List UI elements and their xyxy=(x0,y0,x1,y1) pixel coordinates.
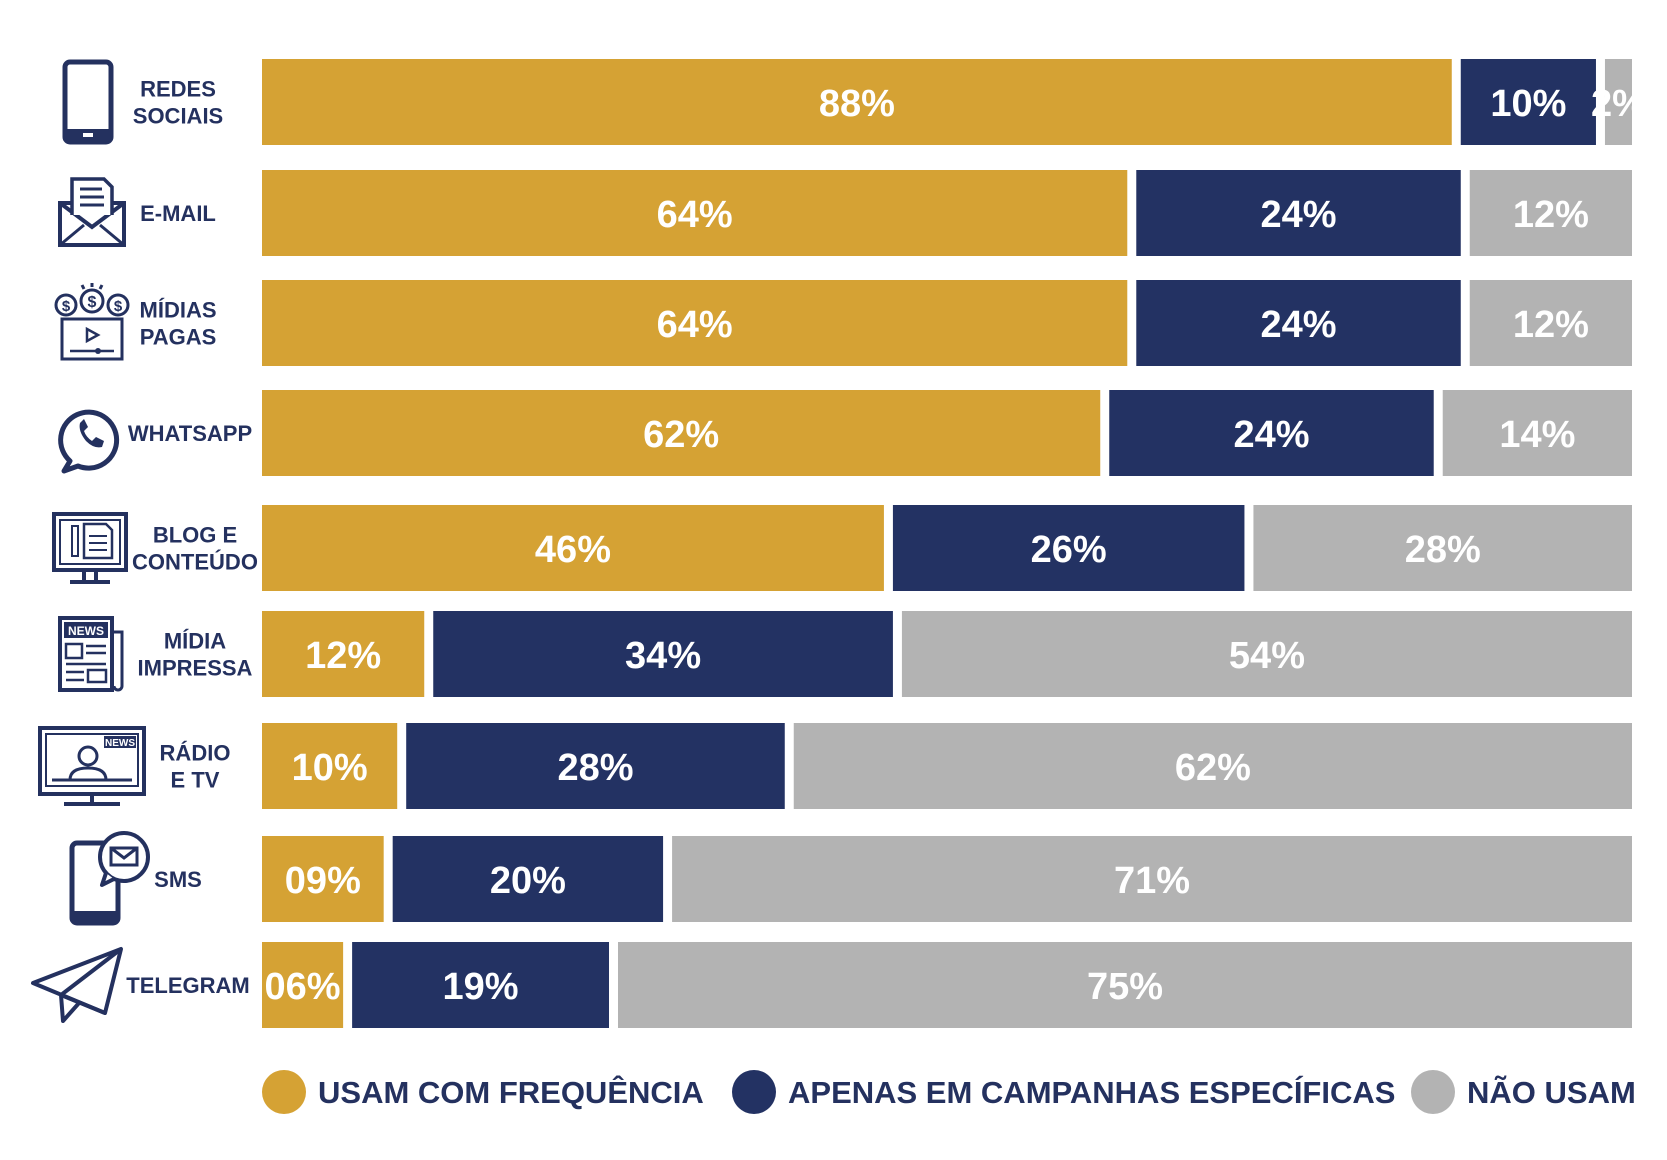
bar-row: WHATSAPP 62% 24% 14% xyxy=(61,390,1632,476)
legend-item: APENAS EM CAMPANHAS ESPECÍFICAS xyxy=(732,1070,1395,1114)
bar-value-label: 62% xyxy=(1175,747,1251,789)
category-label: SOCIAIS xyxy=(133,104,223,129)
bar-value-label: 28% xyxy=(557,747,633,789)
bar-value-label: 24% xyxy=(1260,304,1336,346)
bar-value-label: 12% xyxy=(1513,304,1589,346)
bar-segment xyxy=(1136,170,1461,256)
bar-segment xyxy=(1136,280,1461,366)
whatsapp-icon xyxy=(61,412,117,471)
category-label: E-MAIL xyxy=(140,201,216,226)
category-label: MÍDIA xyxy=(164,629,226,654)
bar-segment xyxy=(262,611,425,697)
bar-value-label: 09% xyxy=(285,860,361,902)
bar-value-label: 34% xyxy=(625,635,701,677)
bar-value-label: 71% xyxy=(1114,860,1190,902)
bar-segment xyxy=(262,59,1452,145)
bar-value-label: 06% xyxy=(265,966,341,1008)
bar-value-label: 24% xyxy=(1260,194,1336,236)
bar-segment xyxy=(406,723,785,809)
bar-value-label: 20% xyxy=(490,860,566,902)
bar-segment xyxy=(262,390,1101,476)
legend-swatch xyxy=(1411,1070,1455,1114)
bar-value-label: 54% xyxy=(1229,635,1305,677)
category-label: E TV xyxy=(171,768,220,793)
category-label: REDES xyxy=(140,77,216,102)
bar-segment xyxy=(392,836,664,922)
category-label: PAGAS xyxy=(140,325,217,350)
sms-phone-icon xyxy=(72,833,148,923)
bar-value-label: 12% xyxy=(305,635,381,677)
bar-value-label: 2% xyxy=(1591,83,1646,125)
legend: USAM COM FREQUÊNCIA APENAS EM CAMPANHAS E… xyxy=(262,1070,1636,1114)
bar-segment xyxy=(352,942,609,1028)
blog-monitor-icon xyxy=(52,512,128,584)
bar-segment xyxy=(433,611,893,697)
bar-value-label: 26% xyxy=(1031,529,1107,571)
bar-value-label: 10% xyxy=(292,747,368,789)
legend-swatch xyxy=(732,1070,776,1114)
legend-swatch xyxy=(262,1070,306,1114)
bar-value-label: 14% xyxy=(1499,414,1575,456)
category-label: RÁDIO xyxy=(160,741,231,766)
bar-segment xyxy=(262,505,884,591)
bar-value-label: 75% xyxy=(1087,966,1163,1008)
bar-value-label: 62% xyxy=(643,414,719,456)
bar-segment xyxy=(262,170,1128,256)
bar-segment xyxy=(1109,390,1434,476)
bar-value-label: 88% xyxy=(819,83,895,125)
legend-label: USAM COM FREQUÊNCIA xyxy=(318,1074,704,1110)
legend-label: APENAS EM CAMPANHAS ESPECÍFICAS xyxy=(788,1075,1395,1110)
bar-segment xyxy=(1460,59,1596,145)
category-label: IMPRESSA xyxy=(138,656,253,681)
bar-row: SMS 09% 20% 71% xyxy=(72,833,1632,923)
category-label: SMS xyxy=(154,867,202,892)
bar-segment xyxy=(793,723,1632,809)
bar-value-label: 28% xyxy=(1405,529,1481,571)
legend-item: USAM COM FREQUÊNCIA xyxy=(262,1070,704,1114)
legend-item: NÃO USAM xyxy=(1411,1070,1636,1114)
bar-segment xyxy=(901,611,1632,697)
bar-segment xyxy=(262,942,344,1028)
bar-value-label: 12% xyxy=(1513,194,1589,236)
category-label: BLOG E xyxy=(153,523,237,548)
category-label: CONTEÚDO xyxy=(132,550,258,575)
email-icon xyxy=(58,177,126,247)
bar-segment xyxy=(1604,59,1632,145)
bar-segment xyxy=(672,836,1632,922)
category-label: MÍDIAS xyxy=(140,298,217,323)
bar-value-label: 19% xyxy=(443,966,519,1008)
bar-segment xyxy=(1469,280,1632,366)
bar-value-label: 24% xyxy=(1233,414,1309,456)
telegram-icon xyxy=(31,947,123,1023)
bar-segment xyxy=(1469,170,1632,256)
newspaper-icon xyxy=(58,616,124,692)
paid-media-icon xyxy=(54,281,130,361)
bar-segment xyxy=(892,505,1245,591)
bar-segment xyxy=(1253,505,1632,591)
bar-value-label: 46% xyxy=(535,529,611,571)
bar-row: TELEGRAM 06% 19% 75% xyxy=(31,942,1632,1028)
bar-row: E-MAIL 64% 24% 12% xyxy=(58,170,1632,256)
bar-segment xyxy=(618,942,1632,1028)
legend-label: NÃO USAM xyxy=(1467,1075,1636,1110)
tv-news-icon xyxy=(38,726,146,806)
smartphone-icon xyxy=(65,62,111,142)
bar-value-label: 64% xyxy=(657,194,733,236)
category-label: TELEGRAM xyxy=(126,973,249,998)
bar-segment xyxy=(262,280,1128,366)
bar-value-label: 10% xyxy=(1490,83,1566,125)
bar-value-label: 64% xyxy=(657,304,733,346)
bar-segment xyxy=(262,836,384,922)
bar-segment xyxy=(1442,390,1632,476)
bar-segment xyxy=(262,723,398,809)
category-label: WHATSAPP xyxy=(128,421,252,446)
